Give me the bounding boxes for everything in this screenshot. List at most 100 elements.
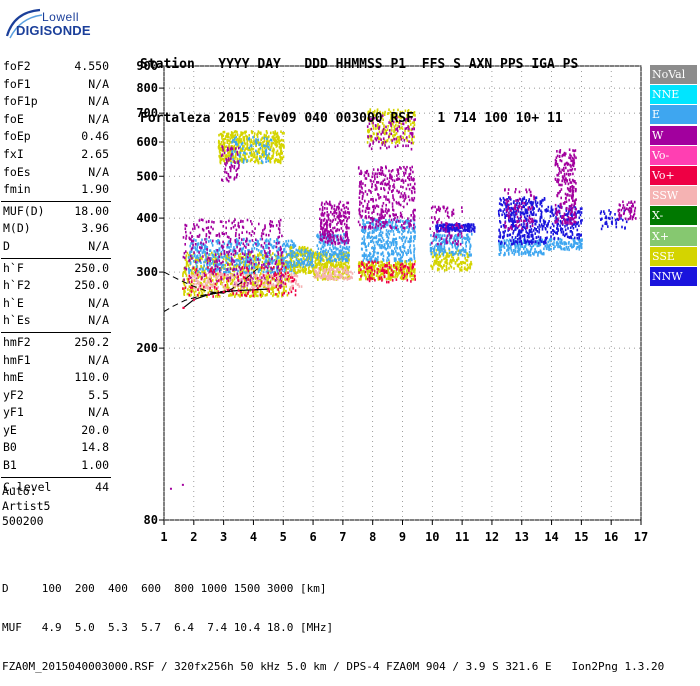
echo-point — [292, 254, 294, 257]
echo-point — [348, 212, 350, 215]
echo-point — [319, 231, 321, 234]
echo-point — [202, 255, 204, 258]
echo-point — [200, 268, 202, 271]
echo-point — [197, 274, 199, 277]
echo-point — [246, 231, 248, 234]
echo-point — [295, 265, 297, 268]
echo-point — [263, 278, 265, 281]
echo-point — [195, 243, 197, 246]
echo-point — [323, 234, 325, 237]
echo-point — [334, 278, 336, 281]
echo-point — [395, 243, 397, 246]
echo-point — [330, 254, 332, 257]
echo-point — [376, 274, 378, 277]
echo-point — [248, 265, 250, 268]
echo-point — [198, 257, 200, 260]
echo-point — [387, 273, 389, 276]
echo-point — [189, 245, 191, 248]
echo-point — [305, 264, 307, 267]
x-tick-label: 3 — [220, 530, 227, 544]
echo-point — [329, 203, 331, 206]
echo-point — [261, 267, 263, 270]
echo-point — [394, 247, 396, 250]
echo-point — [330, 234, 332, 237]
echo-point — [347, 226, 349, 229]
echo-point — [214, 260, 216, 263]
echo-point — [362, 271, 364, 274]
echo-point — [231, 162, 233, 165]
echo-point — [410, 169, 412, 172]
echo-point — [262, 254, 264, 257]
echo-point — [401, 192, 403, 195]
echo-point — [375, 184, 377, 187]
echo-point — [200, 265, 202, 268]
echo-point — [244, 264, 246, 267]
echo-point — [240, 152, 242, 155]
echo-point — [236, 275, 238, 278]
echo-point — [250, 257, 252, 260]
echo-point — [406, 203, 408, 206]
echo-point — [398, 258, 400, 261]
echo-point — [220, 276, 222, 279]
echo-point — [369, 252, 371, 255]
echo-point — [340, 222, 342, 225]
echo-point — [228, 253, 230, 256]
echo-point — [388, 262, 390, 265]
echo-point — [243, 247, 245, 250]
echo-point — [275, 293, 277, 296]
echo-point — [283, 288, 285, 291]
echo-point — [398, 269, 400, 272]
echo-point — [309, 252, 311, 255]
echo-point — [276, 281, 278, 284]
echo-point — [376, 188, 378, 191]
echo-point — [413, 227, 415, 230]
echo-point — [372, 230, 374, 233]
echo-point — [210, 226, 212, 229]
echo-point — [386, 229, 388, 232]
echo-point — [199, 254, 201, 257]
echo-point — [218, 293, 220, 296]
echo-point — [360, 170, 362, 173]
echo-point — [217, 286, 219, 289]
echo-point — [300, 264, 302, 267]
echo-point — [303, 265, 305, 268]
echo-point — [295, 294, 297, 297]
echo-point — [203, 261, 205, 264]
echo-point — [328, 218, 330, 221]
echo-point — [204, 238, 206, 241]
echo-point — [388, 281, 390, 284]
echo-point — [225, 221, 227, 224]
echo-point — [386, 147, 388, 150]
echo-point — [266, 238, 268, 241]
echo-point — [393, 230, 395, 233]
echo-point — [361, 242, 363, 245]
echo-point — [216, 234, 218, 237]
echo-point — [195, 239, 197, 242]
echo-point — [409, 260, 411, 263]
echo-point — [378, 225, 380, 228]
echo-point — [264, 242, 266, 245]
echo-point — [345, 234, 347, 237]
echo-point — [361, 248, 363, 251]
echo-point — [320, 251, 322, 254]
echo-point — [336, 267, 338, 270]
echo-point — [402, 216, 404, 219]
echo-point — [215, 295, 217, 298]
echo-point — [259, 277, 261, 280]
echo-point — [329, 247, 331, 250]
echo-point — [210, 285, 212, 288]
echo-point — [254, 227, 256, 230]
echo-point — [338, 207, 340, 210]
echo-point — [374, 244, 376, 247]
echo-point — [190, 269, 192, 272]
echo-point — [370, 179, 372, 182]
echo-point — [242, 261, 244, 264]
echo-point — [226, 261, 228, 264]
y-tick-label: 500 — [136, 169, 158, 183]
echo-point — [186, 268, 188, 271]
echo-point — [320, 276, 322, 279]
echo-point — [358, 166, 360, 169]
echo-point — [380, 266, 382, 269]
echo-point — [370, 191, 372, 194]
echo-point — [408, 259, 410, 262]
